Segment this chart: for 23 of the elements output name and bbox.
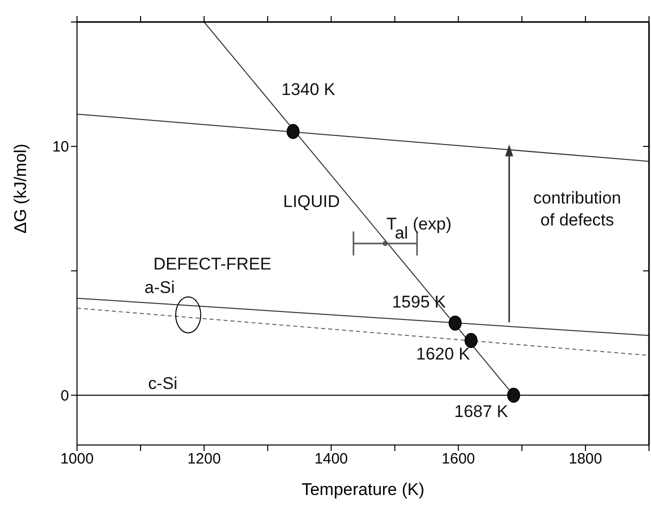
y-axis-title: ΔG (kJ/mol) (11, 144, 30, 234)
annotation: DEFECT-FREE (153, 254, 272, 273)
x-tick-label: 1800 (568, 450, 602, 468)
annotation: a-Si (144, 277, 175, 296)
annotation: 1620 K (416, 344, 471, 364)
point (448, 316, 462, 331)
x-tick-label: 1400 (314, 450, 348, 468)
y-tick-label: 10 (52, 138, 69, 156)
annotation: 1687 K (454, 401, 509, 420)
annotation: LIQUID (283, 192, 340, 211)
x-tick-label: 1200 (187, 450, 221, 468)
y-tick-label: 0 (60, 388, 69, 405)
x-tick-label: 1600 (442, 450, 476, 468)
point (464, 332, 478, 348)
x-axis-title: Temperature (K) (302, 480, 424, 499)
annotation: 1595 K (392, 292, 447, 311)
point (507, 388, 520, 403)
annotation: 1340 K (281, 80, 336, 99)
point (286, 124, 300, 139)
annotation: c-Si (148, 373, 178, 392)
annotation: contribution of defects (533, 188, 622, 230)
point (382, 240, 388, 246)
x-tick-label: 1000 (60, 450, 94, 468)
